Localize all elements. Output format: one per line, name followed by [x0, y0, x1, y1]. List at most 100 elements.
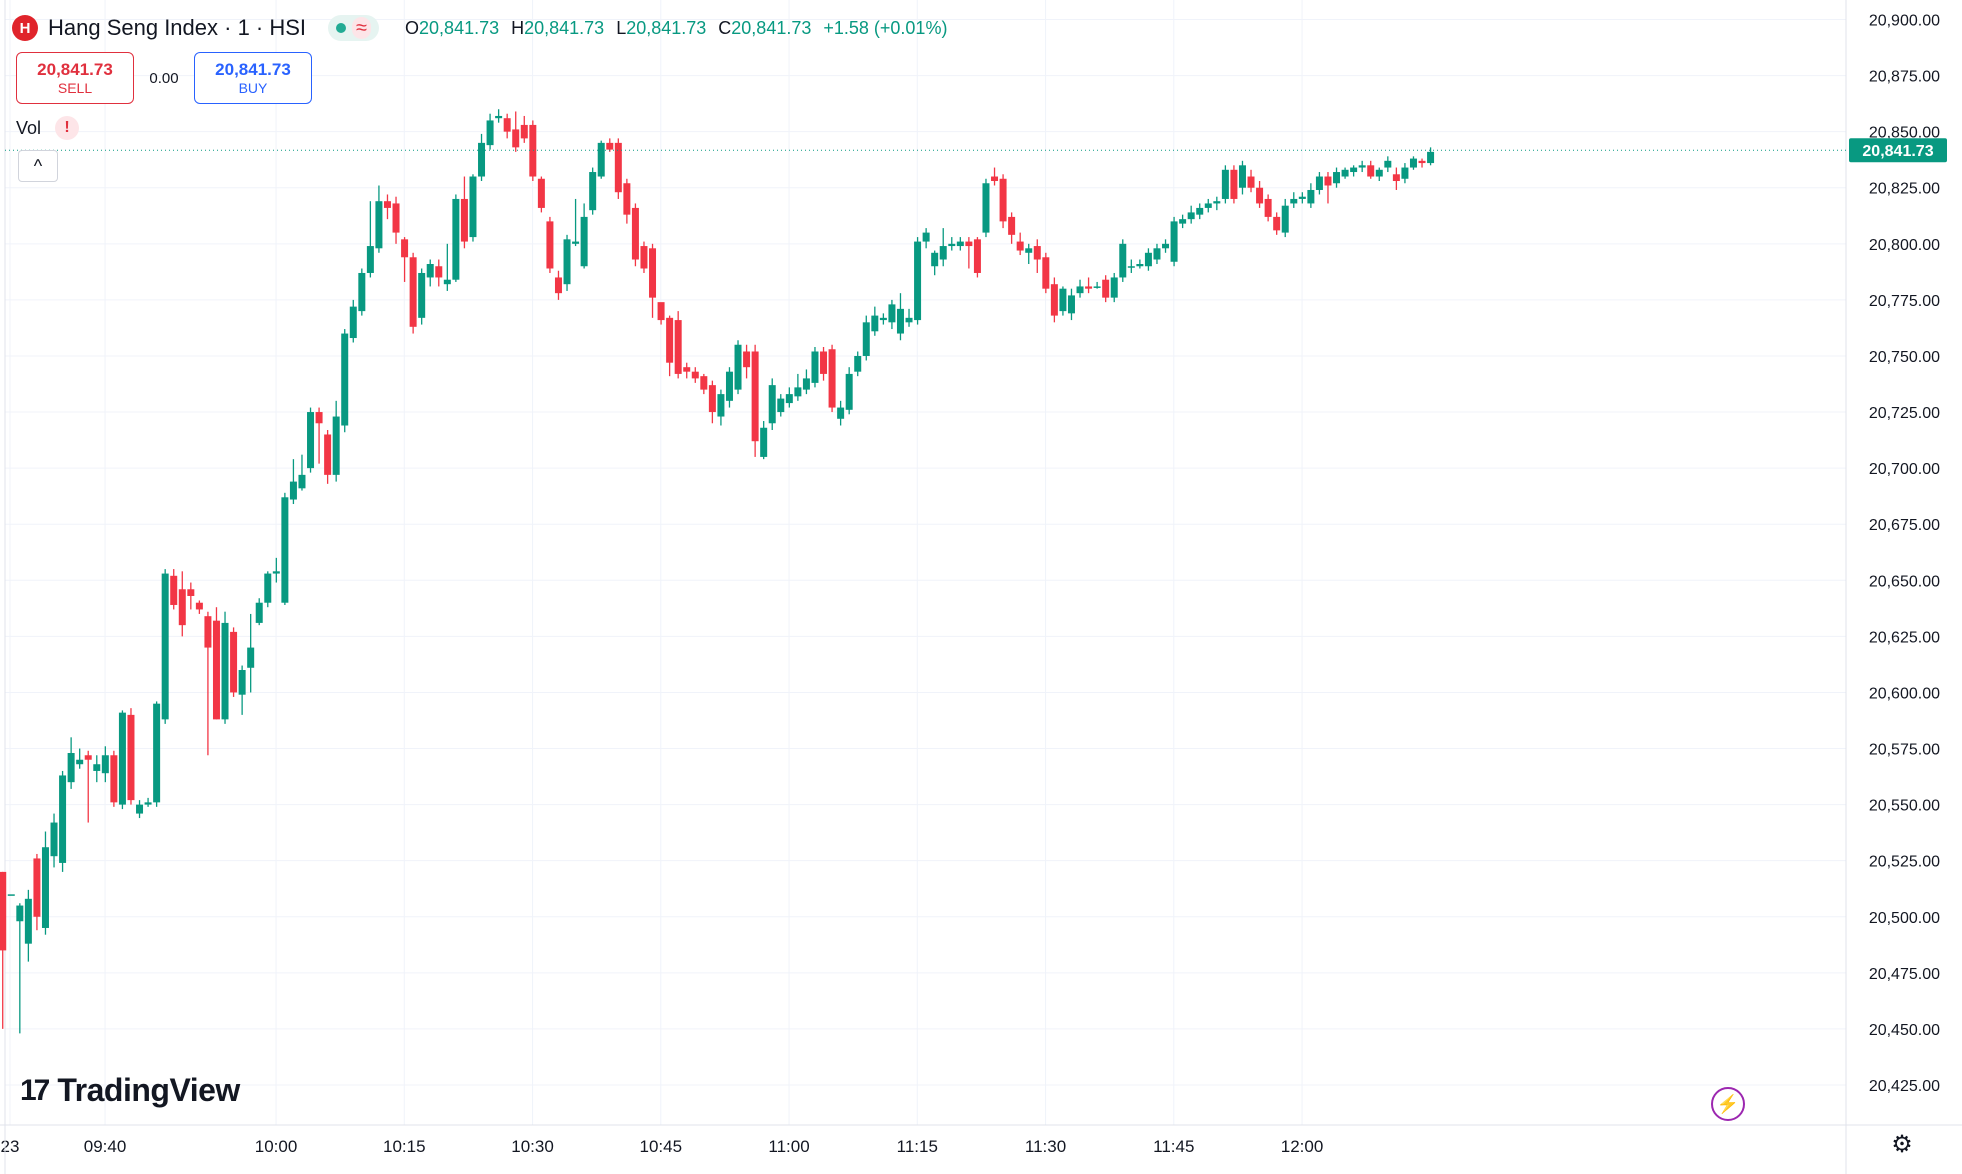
collapse-legend-button[interactable]: ^	[18, 150, 58, 182]
candle-body	[230, 631, 238, 693]
y-tick-label: 20,700.00	[1869, 461, 1940, 478]
chevron-up-icon: ^	[33, 155, 43, 176]
candle-body	[24, 898, 32, 944]
y-tick-label: 20,450.00	[1869, 1022, 1940, 1039]
candle-body	[84, 755, 92, 760]
spread-value: 0.00	[149, 69, 179, 87]
candle-body	[101, 755, 109, 774]
candle-body	[734, 344, 742, 390]
candle-body	[922, 232, 930, 242]
buy-button[interactable]: 20,841.73 BUY	[194, 52, 312, 104]
candle-body	[948, 243, 956, 247]
candle-body	[435, 266, 443, 278]
candle-body	[1401, 167, 1409, 179]
candle-body	[495, 115, 503, 119]
ohlc-open-key: O	[405, 17, 420, 38]
candle-body	[1333, 172, 1341, 184]
candle-body	[1409, 158, 1417, 168]
candle-body	[862, 322, 870, 356]
candle-body	[127, 714, 135, 801]
candle-body	[1110, 277, 1118, 298]
candle-body	[238, 670, 246, 695]
ohlc-open-value: 20,841.73	[419, 17, 500, 38]
candle-body	[1153, 248, 1161, 260]
candle-body	[289, 481, 297, 500]
candle-body	[802, 378, 810, 390]
candle-body	[845, 373, 853, 410]
lightning-icon[interactable]: ⚡	[1711, 1087, 1745, 1121]
candle-body	[341, 333, 349, 426]
y-tick-label: 20,900.00	[1869, 13, 1940, 30]
candle-body	[828, 349, 836, 408]
candle-body	[546, 221, 554, 269]
candle-body	[33, 858, 41, 917]
y-tick-label: 20,650.00	[1869, 573, 1940, 590]
y-tick-label: 20,850.00	[1869, 125, 1940, 142]
warning-icon[interactable]: !	[55, 116, 80, 140]
gear-icon[interactable]: ⚙	[1891, 1130, 1913, 1158]
ohlc-close-key: C	[718, 17, 732, 38]
tradingview-logo[interactable]: 17 TradingView	[20, 1072, 240, 1109]
candle-body	[255, 602, 263, 623]
candle-body	[1375, 169, 1383, 177]
candle-body	[760, 427, 768, 457]
y-tick-label: 20,575.00	[1869, 742, 1940, 759]
candle-body	[212, 620, 220, 720]
candle-body	[0, 871, 7, 951]
y-tick-label: 20,675.00	[1869, 517, 1940, 534]
candle-body	[153, 703, 161, 803]
y-tick-label: 20,825.00	[1869, 181, 1940, 198]
x-tick-label: 11:45	[1153, 1137, 1194, 1156]
candle-body	[1221, 169, 1229, 199]
candle-body	[1358, 165, 1366, 168]
x-tick-label: 10:30	[511, 1137, 554, 1156]
candle-body	[914, 241, 922, 321]
market-status-pill[interactable]: ≈	[328, 15, 380, 41]
y-tick-label: 20,775.00	[1869, 293, 1940, 310]
last-price-label: 20,841.73	[1862, 143, 1933, 160]
sell-button[interactable]: 20,841.73 SELL	[16, 52, 134, 104]
candle-body	[1067, 295, 1075, 314]
candle-body	[1213, 201, 1221, 204]
candle-body	[1042, 257, 1050, 289]
candle-body	[614, 142, 622, 193]
candle-body	[708, 385, 716, 413]
candle-body	[281, 497, 289, 603]
candle-body	[879, 317, 887, 321]
candle-body	[811, 351, 819, 383]
y-tick-label: 20,500.00	[1869, 910, 1940, 927]
symbol-title[interactable]: Hang Seng Index · 1 · HSI	[48, 15, 307, 40]
candle-body	[956, 241, 964, 247]
candle-body	[649, 248, 657, 298]
candle-body	[443, 279, 451, 285]
candle-body	[931, 252, 939, 267]
ohlc-readout: O20,841.73 H20,841.73 L20,841.73 C20,841…	[405, 18, 947, 39]
candle-body	[973, 239, 981, 273]
candle-body	[67, 753, 75, 783]
candle-body	[118, 712, 126, 805]
y-tick-label: 20,600.00	[1869, 685, 1940, 702]
volume-legend[interactable]: Vol !	[16, 116, 80, 140]
candle-body	[349, 306, 357, 339]
tradingview-wordmark: TradingView	[57, 1072, 240, 1108]
candle-body	[939, 246, 947, 260]
ohlc-change: +1.58 (+0.01%)	[823, 17, 948, 38]
candle-body	[1247, 176, 1255, 188]
candle-body	[1102, 279, 1110, 298]
candle-body	[204, 616, 212, 648]
candle-body	[991, 176, 999, 182]
candle-body	[1033, 246, 1041, 260]
candle-body	[768, 385, 776, 424]
candle-body	[1427, 151, 1435, 164]
sell-label: SELL	[57, 80, 93, 96]
candle-body	[401, 239, 409, 258]
candle-body	[144, 802, 152, 805]
candle-body	[161, 573, 169, 720]
candle-body	[640, 246, 648, 269]
candle-body	[178, 589, 186, 626]
candle-body	[1315, 176, 1323, 190]
sell-price: 20,841.73	[37, 60, 113, 79]
candle-body	[1281, 205, 1289, 233]
candle-body	[1230, 169, 1238, 199]
